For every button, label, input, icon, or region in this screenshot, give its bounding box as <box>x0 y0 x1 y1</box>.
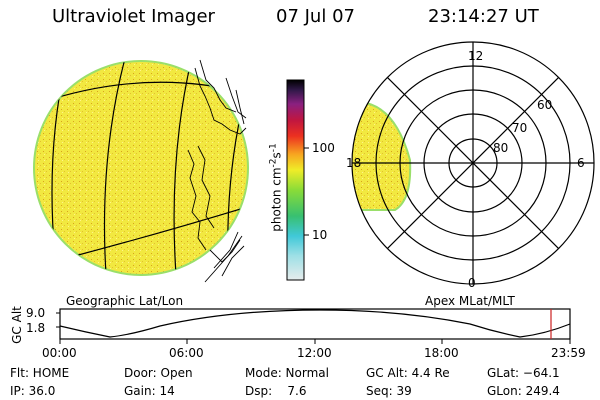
aurora-region <box>352 101 412 211</box>
info-glon: GLon: 249.4 <box>487 384 560 398</box>
info-ip: IP: 36.0 <box>10 384 56 398</box>
color-scale <box>286 79 309 281</box>
alt-y-low: 1.8 <box>26 321 46 335</box>
altitude-curve <box>59 309 571 338</box>
mlt-label-0: 0 <box>468 276 476 290</box>
alt-x-tick-2359: 23:59 <box>551 346 586 360</box>
geographic-image <box>33 59 249 283</box>
polar-image <box>351 41 595 285</box>
mlt-label-6: 6 <box>577 156 585 170</box>
coastline <box>187 59 247 283</box>
colorbar-unit-label: photon cm-2s-1 <box>268 143 284 232</box>
time-label: 23:14:27 UT <box>428 6 539 27</box>
colorbar-tick-100: 100 <box>312 141 335 155</box>
gc-alt-axis-label: GC Alt <box>10 306 24 344</box>
geographic-caption: Geographic Lat/Lon <box>66 294 184 308</box>
info-glat: GLat: −64.1 <box>487 366 560 380</box>
alt-x-tick-1200: 12:00 <box>297 346 332 360</box>
alt-x-tick-0000: 00:00 <box>42 346 77 360</box>
alt-y-high: 9.0 <box>26 306 46 320</box>
mlat-label-60: 60 <box>537 98 553 112</box>
info-flt: Flt: HOME <box>10 366 70 380</box>
info-gc-alt: GC Alt: 4.4 Re <box>366 366 450 380</box>
colorbar-tick-10: 10 <box>312 228 328 242</box>
alt-x-tick-1800: 18:00 <box>424 346 459 360</box>
alt-x-tick-0600: 06:00 <box>169 346 204 360</box>
info-gain: Gain: 14 <box>124 384 175 398</box>
mlat-label-80: 80 <box>493 141 509 155</box>
app-title: Ultraviolet Imager <box>52 6 215 27</box>
altitude-strip <box>56 308 571 344</box>
info-seq: Seq: 39 <box>366 384 412 398</box>
date-label: 07 Jul 07 <box>276 6 355 27</box>
aurora-disk <box>33 60 249 276</box>
mlt-label-18: 18 <box>346 156 362 170</box>
polar-grid <box>351 41 595 285</box>
apex-caption: Apex MLat/MLT <box>425 294 515 308</box>
info-mode: Mode: Normal <box>245 366 329 380</box>
info-door: Door: Open <box>124 366 193 380</box>
mlt-label-12: 12 <box>468 49 484 63</box>
mlat-label-70: 70 <box>512 121 528 135</box>
info-dsp: Dsp: 7.6 <box>245 384 307 398</box>
